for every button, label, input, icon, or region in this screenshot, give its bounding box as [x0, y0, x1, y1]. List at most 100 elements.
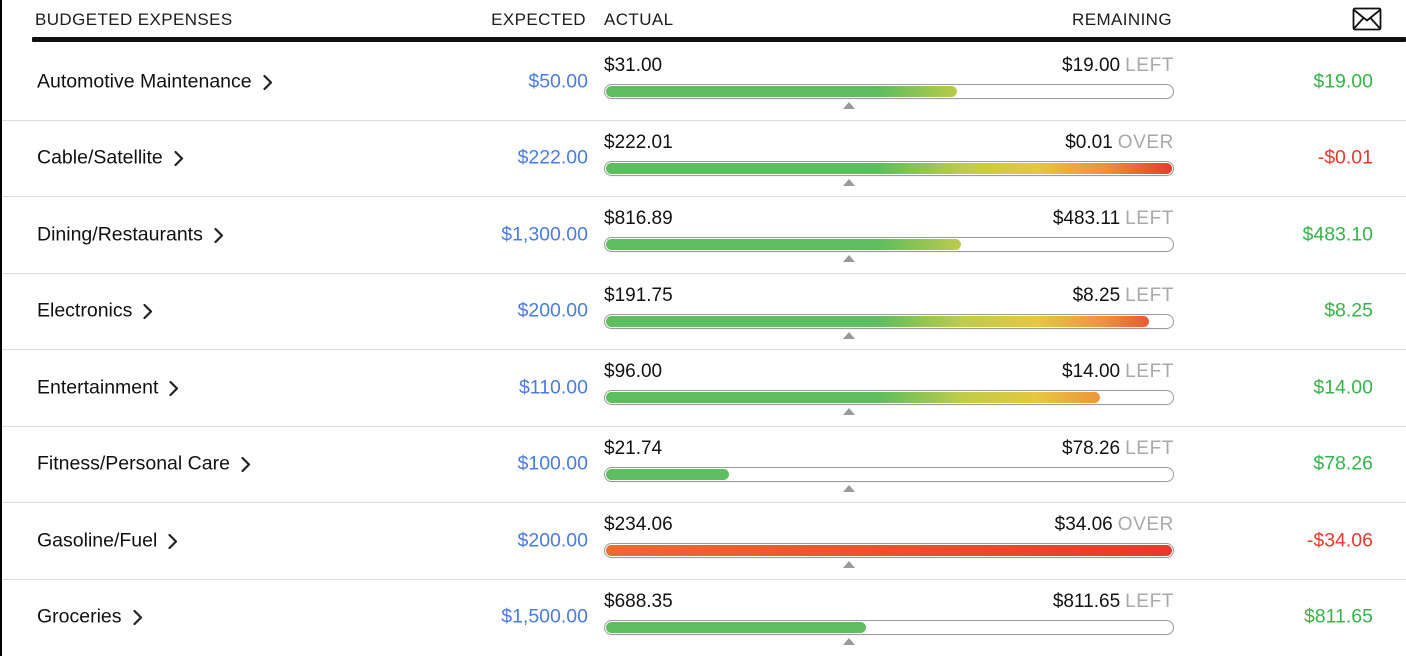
expected-amount: $200.00	[517, 299, 589, 322]
category-link[interactable]: Dining/Restaurants	[37, 223, 224, 246]
actual-line: $222.01 $0.01 OVER	[604, 132, 1174, 154]
remaining-status: $811.65 LEFT	[1053, 591, 1174, 613]
chevron-right-icon	[241, 457, 251, 473]
category-label: Cable/Satellite	[37, 146, 163, 169]
budget-progress-fill	[606, 621, 866, 633]
remaining-amount: $78.26	[1313, 452, 1373, 475]
progress-bar-group: $21.74 $78.26 LEFT	[604, 438, 1174, 492]
actual-line: $816.89 $483.11 LEFT	[604, 208, 1174, 230]
category-label: Dining/Restaurants	[37, 223, 203, 246]
budget-row: Dining/Restaurants $1,300.00 $816.89 $48…	[2, 197, 1406, 274]
budget-row: Entertainment $110.00 $96.00 $14.00 LEFT	[2, 350, 1406, 427]
expected-amount: $1,300.00	[501, 223, 588, 246]
status-word: LEFT	[1125, 208, 1174, 229]
category-link[interactable]: Cable/Satellite	[37, 147, 184, 170]
budget-progress-track	[604, 543, 1174, 558]
status-word: LEFT	[1125, 284, 1174, 306]
expected-amount: $200.00	[517, 529, 589, 552]
remaining-status: $8.25 LEFT	[1073, 285, 1174, 307]
category-link[interactable]: Electronics	[37, 300, 153, 323]
category-link[interactable]: Gasoline/Fuel	[37, 529, 178, 552]
remaining-amount: $19.00	[1313, 70, 1373, 93]
expected-amount: $100.00	[517, 452, 589, 475]
status-amount: $811.65	[1052, 590, 1121, 612]
progress-bar-group: $688.35 $811.65 LEFT	[604, 591, 1174, 645]
status-amount: $14.00	[1062, 361, 1121, 382]
pace-marker-triangle-icon	[843, 178, 856, 186]
budget-row: Fitness/Personal Care $100.00 $21.74 $78…	[2, 427, 1406, 503]
remaining-amount: -$0.01	[1317, 146, 1373, 169]
progress-bar-group: $816.89 $483.11 LEFT	[604, 208, 1174, 262]
category-link[interactable]: Automotive Maintenance	[37, 70, 273, 93]
progress-bar-group: $31.00 $19.00 LEFT	[604, 55, 1174, 109]
remaining-amount: $483.10	[1302, 223, 1374, 246]
envelope-icon[interactable]	[1352, 7, 1382, 31]
pace-marker-triangle-icon	[843, 637, 856, 645]
status-amount: $8.25	[1072, 284, 1121, 306]
column-header-budgeted-expenses: BUDGETED EXPENSES	[35, 10, 233, 29]
expected-amount: $110.00	[518, 376, 588, 399]
budget-progress-track	[604, 84, 1174, 99]
status-word: LEFT	[1125, 590, 1174, 612]
budget-progress-fill	[606, 239, 962, 250]
budget-row: Electronics $200.00 $191.75 $8.25 LEFT	[2, 274, 1406, 350]
status-amount: $0.01	[1065, 131, 1113, 153]
chevron-right-icon	[263, 74, 272, 90]
table-header: BUDGETED EXPENSES EXPECTED ACTUAL REMAIN…	[2, 0, 1406, 38]
remaining-status: $0.01 OVER	[1065, 132, 1174, 154]
status-word: OVER	[1117, 131, 1174, 153]
budget-progress-fill	[606, 392, 1101, 403]
remaining-amount: $8.25	[1324, 299, 1373, 322]
remaining-status: $34.06 OVER	[1055, 514, 1174, 536]
status-word: LEFT	[1125, 361, 1174, 382]
remaining-amount: -$34.06	[1306, 529, 1373, 552]
category-label: Automotive Maintenance	[37, 70, 252, 93]
chevron-right-icon	[168, 533, 178, 549]
status-amount: $78.26	[1062, 437, 1121, 459]
budget-progress-fill	[606, 545, 1172, 556]
category-label: Groceries	[37, 605, 122, 628]
remaining-status: $483.11 LEFT	[1053, 208, 1174, 230]
header-divider	[32, 37, 1406, 42]
column-header-expected: EXPECTED	[491, 10, 586, 29]
category-link[interactable]: Fitness/Personal Care	[37, 453, 251, 476]
budget-row: Cable/Satellite $222.00 $222.01 $0.01 OVE…	[2, 121, 1406, 197]
actual-line: $21.74 $78.26 LEFT	[604, 438, 1174, 460]
status-word: LEFT	[1125, 437, 1174, 459]
budget-progress-track	[604, 390, 1174, 405]
budget-progress-fill	[606, 162, 1172, 174]
pace-marker-triangle-icon	[843, 331, 856, 339]
category-label: Electronics	[37, 299, 133, 322]
budget-row: Automotive Maintenance $50.00 $31.00 $19…	[2, 44, 1406, 121]
actual-line: $96.00 $14.00 LEFT	[604, 361, 1174, 383]
category-link[interactable]: Entertainment	[37, 376, 179, 399]
progress-bar-group: $96.00 $14.00 LEFT	[604, 361, 1174, 415]
category-label: Fitness/Personal Care	[37, 452, 230, 475]
actual-amount: $816.89	[604, 208, 673, 229]
category-link[interactable]: Groceries	[37, 606, 143, 629]
status-word: OVER	[1117, 514, 1174, 535]
pace-marker-triangle-icon	[843, 484, 856, 492]
budget-rows-list: Automotive Maintenance $50.00 $31.00 $19…	[2, 44, 1406, 656]
expected-amount: $50.00	[528, 70, 588, 93]
remaining-status: $19.00 LEFT	[1062, 55, 1174, 77]
expected-amount: $1,500.00	[501, 605, 588, 628]
pace-marker-triangle-icon	[843, 255, 856, 262]
status-amount: $19.00	[1062, 55, 1121, 76]
actual-amount: $191.75	[604, 284, 673, 306]
actual-amount: $96.00	[604, 361, 663, 382]
actual-line: $688.35 $811.65 LEFT	[604, 591, 1174, 613]
chevron-right-icon	[132, 610, 142, 626]
budget-progress-fill	[606, 315, 1149, 327]
category-label: Entertainment	[37, 376, 159, 399]
budget-progress-track	[604, 237, 1174, 252]
actual-line: $31.00 $19.00 LEFT	[604, 55, 1174, 77]
actual-amount: $21.74	[604, 437, 663, 459]
budget-progress-track	[604, 466, 1174, 482]
column-header-remaining: REMAINING	[1072, 10, 1172, 29]
actual-amount: $222.01	[604, 131, 673, 153]
actual-amount: $234.06	[604, 514, 673, 535]
progress-bar-group: $234.06 $34.06 OVER	[604, 514, 1174, 568]
remaining-amount: $811.65	[1303, 605, 1373, 628]
